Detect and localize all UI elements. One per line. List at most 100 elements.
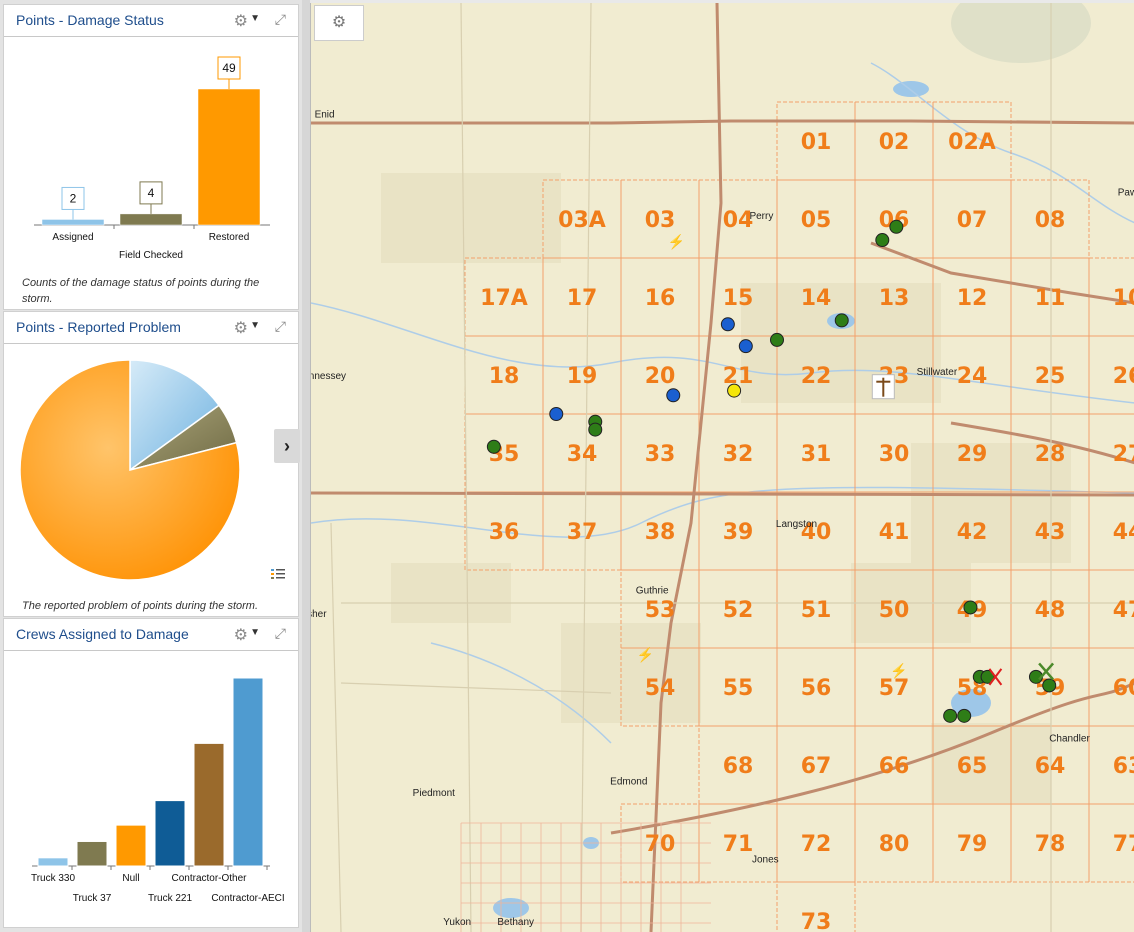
bar[interactable] [193, 742, 225, 867]
township-label: 41 [879, 520, 910, 545]
damage-point[interactable] [720, 317, 735, 332]
tick-label: Null [122, 873, 139, 884]
panel-title: Crews Assigned to Damage [16, 626, 189, 642]
damage-status-chart: 2 Assigned 4 Field Checked 49 Restored [34, 56, 270, 261]
township-label: 42 [957, 520, 988, 545]
legend-icon[interactable] [271, 568, 285, 582]
tick-label: Contractor-AECI [211, 893, 284, 904]
township-label: 28 [1035, 442, 1066, 467]
bar[interactable] [76, 840, 108, 867]
damage-point[interactable] [588, 422, 603, 437]
damage-point[interactable] [943, 708, 958, 723]
damage-point[interactable] [1042, 678, 1057, 693]
town-label: Enid [315, 110, 335, 121]
expand-icon[interactable]: ⤢ [274, 11, 286, 27]
township-label: 33 [645, 442, 676, 467]
township-label: 13 [879, 286, 910, 311]
highway [649, 3, 723, 932]
highway [950, 421, 1134, 465]
map-view[interactable]: 010202A03A03040506070817A171615141312111… [310, 3, 1134, 932]
damage-point[interactable] [963, 600, 978, 615]
bar[interactable] [232, 677, 264, 867]
utility-pole-icon[interactable] [871, 374, 895, 400]
damage-point[interactable] [727, 383, 742, 398]
data-label: 4 [148, 186, 155, 200]
bar[interactable] [154, 800, 186, 867]
township-label: 14 [801, 286, 832, 311]
township-label: 36 [489, 520, 520, 545]
gear-icon[interactable]: ⚙ [233, 627, 248, 644]
town-label: Jones [752, 855, 779, 866]
panel-divider [302, 0, 310, 932]
bar[interactable] [197, 88, 261, 226]
township-label: 70 [645, 832, 676, 857]
township-label: 51 [801, 598, 832, 623]
panel-header: Points - Damage Status ⚙ ▼ ⤢ [4, 5, 298, 37]
tick-label: Truck 330 [31, 873, 76, 884]
town-label: Edmond [610, 777, 647, 788]
lightning-icon[interactable]: ⚡ [668, 233, 685, 250]
damage-point[interactable] [889, 219, 904, 234]
township-grid [464, 101, 1134, 932]
chevron-right-icon[interactable]: › [274, 429, 300, 463]
tick-label: Restored [209, 232, 250, 243]
township-label: 11 [1035, 286, 1066, 311]
township-label: 67 [801, 754, 832, 779]
township-label: 31 [801, 442, 832, 467]
data-label: 49 [222, 61, 236, 75]
chevron-down-icon[interactable]: ▼ [250, 320, 260, 331]
bar[interactable] [115, 824, 147, 867]
damage-point[interactable] [980, 669, 995, 684]
damage-point[interactable] [834, 313, 849, 328]
cancel-marker-icon[interactable] [988, 668, 1003, 686]
township-label: 50 [879, 598, 910, 623]
highway [311, 119, 1134, 125]
map-settings-button[interactable]: ⚙ [314, 5, 364, 41]
damage-point[interactable] [738, 339, 753, 354]
damage-point[interactable] [666, 388, 681, 403]
damage-point[interactable] [875, 233, 890, 248]
expand-icon[interactable]: ⤢ [274, 318, 286, 334]
bar[interactable] [37, 857, 69, 867]
pie-slice[interactable] [19, 359, 241, 581]
road [330, 522, 342, 932]
lightning-icon[interactable]: ⚡ [637, 647, 654, 664]
terrain-area [911, 443, 1071, 563]
township-label: 72 [801, 832, 832, 857]
township-label: 79 [957, 832, 988, 857]
highway [610, 681, 1134, 835]
township-label: 65 [957, 754, 988, 779]
cancel-marker-icon[interactable] [1038, 662, 1055, 681]
terrain-area [381, 173, 561, 263]
township-label: 43 [1035, 520, 1066, 545]
chevron-down-icon[interactable]: ▼ [250, 13, 260, 24]
damage-point[interactable] [486, 439, 501, 454]
bar[interactable] [119, 213, 183, 226]
tick-label: Field Checked [119, 250, 183, 261]
township-label: 64 [1035, 754, 1066, 779]
map-canvas[interactable]: 010202A03A03040506070817A171615141312111… [311, 3, 1134, 932]
damage-point[interactable] [549, 407, 564, 421]
highway [870, 241, 1134, 305]
gear-icon[interactable]: ⚙ [233, 320, 248, 337]
township-label: 73 [801, 910, 832, 932]
township-label: 44 [1113, 520, 1134, 545]
pie-slice[interactable] [129, 359, 221, 472]
chevron-down-icon[interactable]: ▼ [250, 627, 260, 638]
town-label: Langston [776, 519, 817, 530]
expand-icon[interactable]: ⤢ [274, 625, 286, 641]
river [430, 642, 612, 744]
township-label: 24 [957, 364, 988, 389]
damage-point[interactable] [770, 332, 784, 347]
left-sidebar: Points - Damage Status ⚙ ▼ ⤢ 2 Assigned 4 F… [0, 0, 302, 932]
township-label: 55 [723, 676, 754, 701]
township-label: 37 [567, 520, 598, 545]
township-label: 17A [480, 286, 528, 311]
township-label: 52 [723, 598, 754, 623]
reported-problem-panel: Points - Reported Problem ⚙ ▼ ⤢ The repo… [3, 311, 299, 617]
township-label: 08 [1035, 208, 1066, 233]
damage-point[interactable] [957, 708, 972, 723]
lightning-icon[interactable]: ⚡ [890, 662, 907, 679]
bar[interactable] [41, 219, 105, 226]
gear-icon[interactable]: ⚙ [233, 13, 248, 30]
